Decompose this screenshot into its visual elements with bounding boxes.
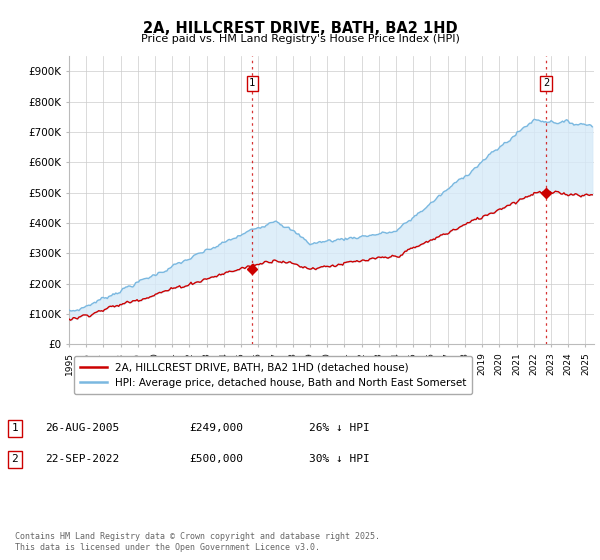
Legend: 2A, HILLCREST DRIVE, BATH, BA2 1HD (detached house), HPI: Average price, detache: 2A, HILLCREST DRIVE, BATH, BA2 1HD (deta… bbox=[74, 356, 472, 394]
Text: £500,000: £500,000 bbox=[189, 454, 243, 464]
Text: Contains HM Land Registry data © Crown copyright and database right 2025.
This d: Contains HM Land Registry data © Crown c… bbox=[15, 532, 380, 552]
Text: 26% ↓ HPI: 26% ↓ HPI bbox=[309, 423, 370, 433]
Text: 26-AUG-2005: 26-AUG-2005 bbox=[45, 423, 119, 433]
Text: Price paid vs. HM Land Registry's House Price Index (HPI): Price paid vs. HM Land Registry's House … bbox=[140, 34, 460, 44]
Text: £249,000: £249,000 bbox=[189, 423, 243, 433]
Text: 22-SEP-2022: 22-SEP-2022 bbox=[45, 454, 119, 464]
Text: 2: 2 bbox=[543, 78, 549, 88]
Text: 1: 1 bbox=[11, 423, 19, 433]
Text: 2: 2 bbox=[11, 454, 19, 464]
Text: 1: 1 bbox=[249, 78, 256, 88]
Text: 30% ↓ HPI: 30% ↓ HPI bbox=[309, 454, 370, 464]
Text: 2A, HILLCREST DRIVE, BATH, BA2 1HD: 2A, HILLCREST DRIVE, BATH, BA2 1HD bbox=[143, 21, 457, 36]
